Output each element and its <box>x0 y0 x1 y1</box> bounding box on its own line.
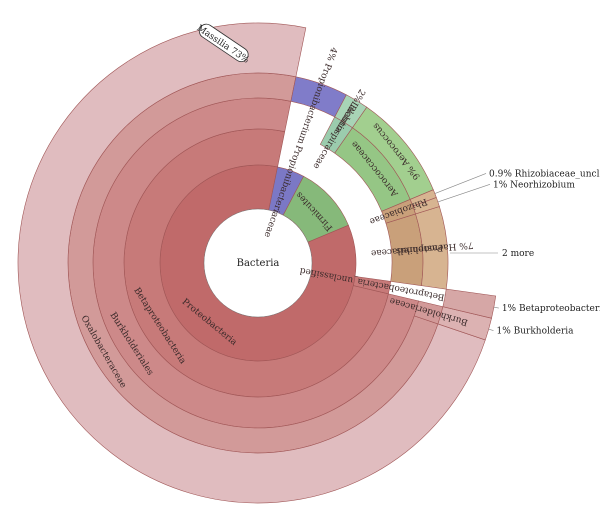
label-leader <box>488 328 494 331</box>
label-more: 2 more <box>502 249 534 259</box>
center-hole <box>203 208 313 318</box>
segment-4-propionibacterium[interactable] <box>290 76 347 118</box>
label-1-burkholderia: 1% Burkholderia <box>497 327 575 337</box>
label-1-neorhizobium: 1% Neorhizobium <box>493 180 575 190</box>
segment-betaproteobacteria-unclassified[interactable] <box>353 276 392 295</box>
label-leader <box>437 184 491 203</box>
center-label: Bacteria <box>237 258 280 269</box>
label-0-9-rhizobiaceae-unclassified: 0.9% Rhizobiaceae_unclassified <box>489 169 600 179</box>
segment-massilia-73-[interactable] <box>17 22 486 504</box>
label-leader <box>434 173 487 194</box>
label-1-betaproteobacteria-unclassified: 1% Betaproteobacteria_unclassified <box>502 304 600 314</box>
label-leader <box>493 306 499 309</box>
